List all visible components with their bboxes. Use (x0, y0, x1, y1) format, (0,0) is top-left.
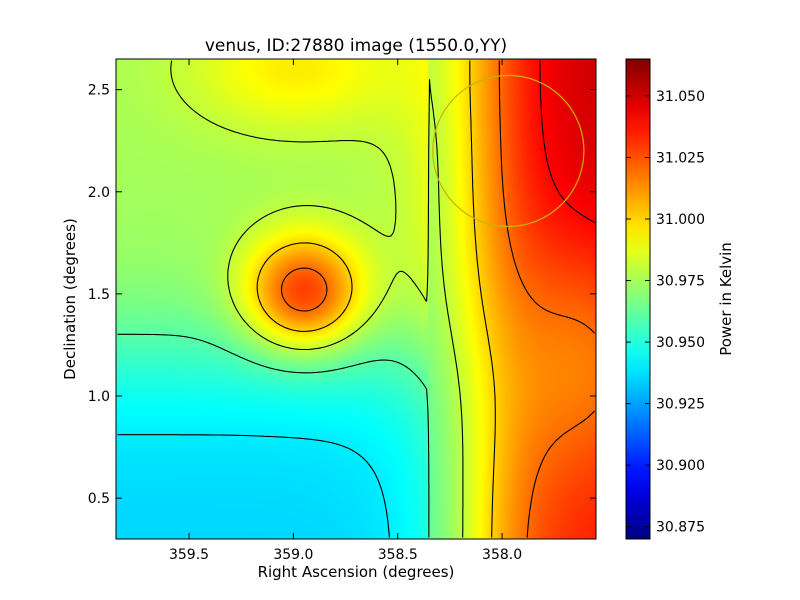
chart-title: venus, ID:27880 image (1550.0,YY) (205, 36, 507, 56)
colorbar-scale (625, 58, 651, 540)
colorbar-tick-label: 31.000 (656, 212, 705, 228)
colorbar: 30.875 30.900 30.925 30.950 30.975 31.000 31.0… (625, 58, 735, 540)
x-tick-label: 359.0 (273, 547, 313, 563)
y-tick-label: 0.5 (88, 491, 110, 507)
contour-line (117, 333, 430, 538)
contour-lines (117, 60, 595, 538)
colorbar-tick-label: 30.900 (656, 458, 705, 474)
contour-line (256, 60, 496, 538)
x-tick-label: 358.0 (482, 547, 522, 563)
plot-frame (115, 58, 597, 540)
y-tick-label: 1.5 (88, 287, 110, 303)
x-tick-label: 358.5 (378, 547, 418, 563)
y-axis-ticks: 0.5 1.0 1.5 2.0 2.5 (88, 83, 596, 507)
contour-line (539, 60, 595, 224)
beam-circle-annotation (432, 74, 585, 228)
contour-line (117, 434, 390, 538)
colorbar-label: Power in Kelvin (717, 242, 735, 356)
contour-line (170, 60, 464, 538)
heatmap-image (116, 59, 596, 539)
x-axis-ticks: 359.5 359.0 358.5 358.0 (169, 59, 522, 563)
colorbar-tick-label: 30.925 (656, 397, 705, 413)
y-tick-label: 2.5 (88, 83, 110, 99)
y-tick-label: 2.0 (88, 185, 110, 201)
x-tick-label: 359.5 (169, 547, 209, 563)
colorbar-tick-label: 31.050 (656, 89, 705, 105)
colorbar-tick-label: 31.025 (656, 150, 705, 166)
colorbar-tick-label: 30.975 (656, 274, 705, 290)
plot-area (115, 58, 597, 540)
y-tick-label: 1.0 (88, 389, 110, 405)
contour-line (280, 60, 595, 538)
colorbar-ticks: 30.875 30.900 30.925 30.950 30.975 31.000 31.0… (626, 89, 705, 536)
y-axis-label: Declination (degrees) (61, 218, 79, 380)
colorbar-tick-label: 30.875 (656, 520, 705, 536)
x-axis-label: Right Ascension (degrees) (258, 563, 455, 581)
colorbar-tick-label: 30.950 (656, 335, 705, 351)
